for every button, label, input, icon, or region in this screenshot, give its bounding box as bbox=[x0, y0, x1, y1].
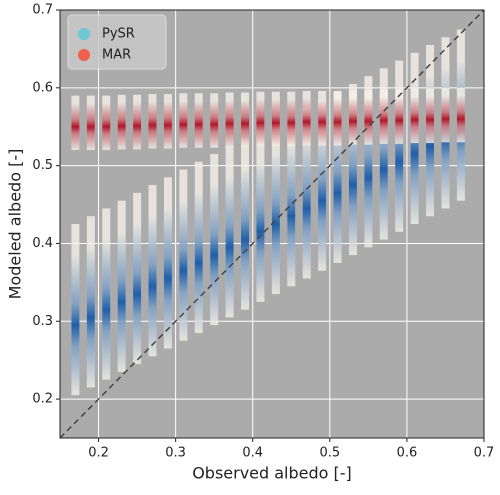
column-core bbox=[379, 97, 388, 144]
column-core bbox=[241, 100, 250, 147]
x-tick-label: 0.2 bbox=[88, 446, 109, 461]
column-core bbox=[194, 192, 203, 333]
column-core bbox=[441, 95, 450, 143]
legend-box bbox=[67, 14, 167, 70]
column-core bbox=[148, 216, 157, 357]
column-core bbox=[256, 161, 265, 302]
legend-label: MAR bbox=[102, 48, 131, 63]
y-tick-label: 0.2 bbox=[32, 392, 53, 407]
column-core bbox=[210, 101, 219, 148]
column-core bbox=[379, 99, 388, 240]
x-tick-label: 0.7 bbox=[474, 446, 495, 461]
column-core bbox=[426, 96, 435, 144]
column-core bbox=[163, 101, 172, 149]
column-core bbox=[117, 102, 126, 150]
y-axis-label: Modeled albedo [-] bbox=[6, 149, 25, 300]
y-tick-label: 0.4 bbox=[32, 236, 53, 251]
column-core bbox=[225, 177, 234, 318]
column-core bbox=[333, 122, 342, 263]
column-core bbox=[210, 185, 219, 326]
column-core bbox=[410, 83, 419, 224]
column-core bbox=[86, 247, 95, 388]
column-core bbox=[102, 239, 111, 380]
column-core bbox=[117, 231, 126, 372]
column-core bbox=[410, 96, 419, 144]
y-tick-label: 0.3 bbox=[32, 314, 53, 329]
column-core bbox=[102, 103, 111, 151]
x-tick-label: 0.6 bbox=[397, 446, 418, 461]
legend-marker bbox=[78, 28, 90, 40]
legend-marker bbox=[78, 49, 90, 61]
column-core bbox=[395, 97, 404, 144]
x-tick-label: 0.3 bbox=[165, 446, 186, 461]
column-core bbox=[241, 169, 250, 310]
column-core bbox=[318, 130, 327, 271]
column-core bbox=[225, 100, 234, 147]
column-core bbox=[287, 99, 296, 147]
legend-label: PySR bbox=[102, 27, 135, 42]
column-core bbox=[456, 95, 465, 143]
identity-line bbox=[59, 9, 485, 439]
column-core bbox=[179, 200, 188, 341]
legend: PySR MAR bbox=[67, 14, 167, 70]
column-core bbox=[348, 115, 357, 256]
column-core bbox=[133, 102, 142, 150]
column-core bbox=[271, 99, 280, 147]
column-core bbox=[364, 107, 373, 248]
column-core bbox=[194, 101, 203, 148]
column-core bbox=[287, 146, 296, 287]
column-core bbox=[348, 97, 357, 145]
column-core bbox=[333, 98, 342, 146]
x-axis-label: Observed albedo [-] bbox=[192, 464, 352, 483]
column-core bbox=[71, 255, 80, 396]
x-tick-label: 0.4 bbox=[242, 446, 263, 461]
column-core bbox=[133, 224, 142, 365]
plot-frame bbox=[59, 9, 485, 439]
column-core bbox=[71, 103, 80, 151]
column-core bbox=[302, 138, 311, 279]
column-core bbox=[179, 101, 188, 148]
x-tick-label: 0.5 bbox=[319, 446, 340, 461]
y-tick-label: 0.6 bbox=[32, 80, 53, 95]
column-core bbox=[86, 103, 95, 151]
column-core bbox=[364, 97, 373, 145]
column-core bbox=[302, 98, 311, 146]
column-core bbox=[256, 99, 265, 147]
column-core bbox=[426, 76, 435, 217]
column-core bbox=[148, 101, 157, 149]
y-tick-label: 0.7 bbox=[32, 3, 53, 18]
column-core bbox=[163, 208, 172, 349]
column-core bbox=[318, 98, 327, 146]
column-core bbox=[395, 91, 404, 232]
column-core bbox=[271, 153, 280, 295]
y-tick-label: 0.5 bbox=[32, 158, 53, 173]
